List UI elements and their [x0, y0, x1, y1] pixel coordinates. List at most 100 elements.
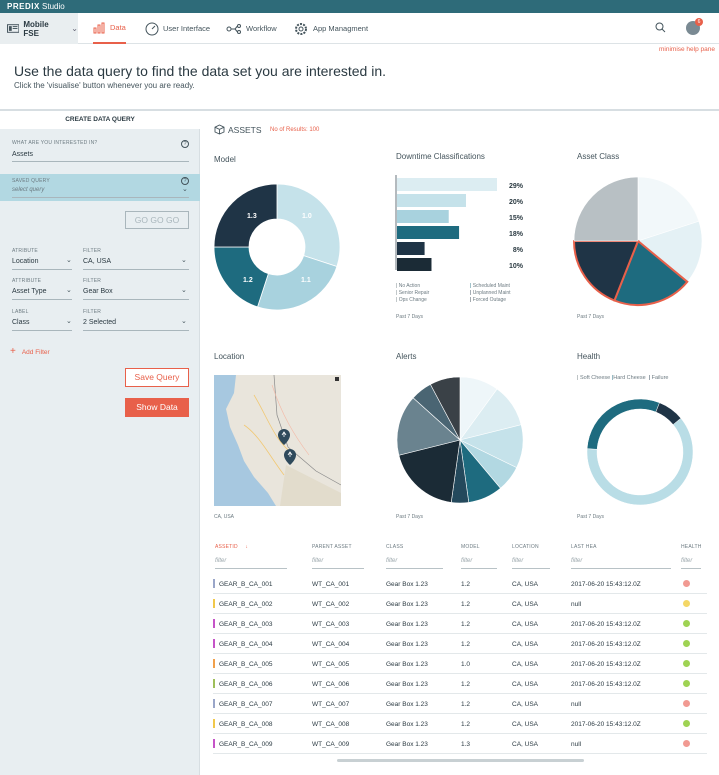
tab-user-interface[interactable]: User Interface	[145, 13, 210, 44]
column-header-location[interactable]: LOCATION	[512, 544, 539, 550]
legend-item: | Senior Repair	[396, 290, 430, 296]
minimise-help-link[interactable]: minimise help pane	[658, 46, 715, 53]
pie-slice[interactable]	[396, 397, 461, 456]
table-row[interactable]: GEAR_B_CA_008 WT_CA_008 Gear Box 1.23 1.2 CA…	[213, 714, 707, 734]
show-data-button[interactable]: Show Data	[125, 398, 189, 417]
search-icon[interactable]	[655, 22, 666, 33]
table-row[interactable]: GEAR_B_CA_005 WT_CA_005 Gear Box 1.23 1.0 CA…	[213, 654, 707, 674]
table-row[interactable]: GEAR_B_CA_004 WT_CA_004 Gear Box 1.23 1.2 CA…	[213, 634, 707, 654]
filter-input-health[interactable]: filter	[681, 558, 701, 569]
health-legend: | Soft Cheese |Hard Cheese | Failure	[577, 375, 668, 381]
column-header-last-health[interactable]: LAST HEA	[571, 544, 597, 550]
table-row[interactable]: GEAR_B_CA_009 WT_CA_009 Gear Box 1.23 1.3 CA…	[213, 734, 707, 754]
filter-input-parent[interactable]: filter	[312, 558, 364, 569]
pie-slice[interactable]	[586, 398, 660, 450]
pie-slice[interactable]	[276, 183, 341, 267]
filter-input-last-health[interactable]: filter	[571, 558, 671, 569]
tab-app-managment[interactable]: App Managment	[293, 13, 368, 44]
filter-input-location[interactable]: filter	[512, 558, 550, 569]
column-header-assetid[interactable]: ASSETID ↓	[215, 544, 249, 550]
table-row[interactable]: GEAR_B_CA_001 WT_CA_001 Gear Box 1.23 1.2 CA…	[213, 574, 707, 594]
location-cell: CA, USA	[512, 641, 539, 648]
pie-slice[interactable]	[637, 176, 700, 242]
help-icon[interactable]: ?	[181, 140, 189, 148]
device-selector[interactable]: Mobile FSE ⌄	[0, 13, 78, 44]
pie-slice[interactable]	[257, 255, 338, 311]
interest-field[interactable]: Assets	[12, 151, 34, 158]
column-header-class[interactable]: CLASS	[386, 544, 404, 550]
help-icon[interactable]: ?	[181, 177, 189, 185]
filter-select[interactable]: Gear Box	[83, 288, 113, 295]
row-color-marker	[213, 679, 215, 688]
column-header-model[interactable]: MODEL	[461, 544, 480, 550]
pie-slice[interactable]	[655, 402, 682, 425]
saved-query-select[interactable]: select query	[12, 187, 45, 193]
pie-slice[interactable]	[398, 439, 461, 503]
table-row[interactable]: GEAR_B_CA_002 WT_CA_002 Gear Box 1.23 1.2 CA…	[213, 594, 707, 614]
location-map[interactable]	[214, 375, 341, 506]
pie-slice[interactable]	[430, 376, 461, 441]
page-subline: Click the 'visualise' button whenever yo…	[14, 81, 195, 90]
downtime-bar[interactable]	[397, 178, 497, 191]
attribute-select[interactable]: Location	[12, 258, 39, 265]
pie-slice[interactable]	[637, 220, 703, 283]
filter-select[interactable]: 2 Selected	[83, 319, 117, 326]
pie-slice[interactable]	[213, 183, 278, 248]
horizontal-scrollbar[interactable]	[337, 759, 584, 762]
pie-slice[interactable]	[572, 240, 640, 302]
filter-input-assetid[interactable]: filter	[215, 558, 287, 569]
row-color-marker	[213, 599, 215, 608]
model-slice-label: 1.3	[247, 213, 257, 220]
location-cell: CA, USA	[512, 681, 539, 688]
column-header-parent-asset[interactable]: PARENT ASSET	[312, 544, 352, 550]
row-color-marker	[213, 739, 215, 748]
downtime-bar[interactable]	[397, 210, 449, 223]
health-status-dot	[683, 720, 690, 727]
map-pin-icon[interactable]	[278, 429, 290, 445]
avatar[interactable]: 6	[686, 18, 703, 35]
row-color-marker	[213, 619, 215, 628]
filter-select[interactable]: CA, USA	[83, 258, 112, 265]
pie-slice[interactable]	[586, 417, 694, 506]
map-desert	[280, 465, 341, 506]
column-header-health[interactable]: HEALTH	[681, 544, 702, 550]
attribute-select[interactable]: Asset Type	[12, 288, 47, 295]
health-caption: Past 7 Days	[577, 514, 604, 520]
tab-data[interactable]: Data	[93, 13, 126, 44]
filter-input-class[interactable]: filter	[386, 558, 443, 569]
class-cell: Gear Box 1.23	[386, 581, 428, 588]
downtime-bar[interactable]	[397, 242, 425, 255]
filter-input-model[interactable]: filter	[461, 558, 497, 569]
table-row[interactable]: GEAR_B_CA_006 WT_CA_006 Gear Box 1.23 1.2 CA…	[213, 674, 707, 694]
asset-id-cell: GEAR_B_CA_009	[219, 741, 273, 748]
map-fullscreen-icon[interactable]	[335, 377, 339, 381]
table-row[interactable]: GEAR_B_CA_007 WT_CA_007 Gear Box 1.23 1.2 CA…	[213, 694, 707, 714]
cube-icon	[214, 124, 225, 135]
table-row[interactable]: GEAR_B_CA_003 WT_CA_003 Gear Box 1.23 1.2 CA…	[213, 614, 707, 634]
location-cell: CA, USA	[512, 621, 539, 628]
go-button[interactable]: GO GO GO	[125, 211, 189, 229]
downtime-bar[interactable]	[397, 226, 460, 239]
health-status-dot	[683, 580, 690, 587]
chevron-down-icon: ⌄	[66, 318, 72, 325]
save-query-button[interactable]: Save Query	[125, 368, 189, 387]
alerts-chart-title: Alerts	[396, 352, 417, 361]
downtime-bar[interactable]	[397, 258, 432, 271]
query-sidebar: CREATE DATA QUERY WHAT ARE YOU INTERESTE…	[0, 111, 200, 775]
model-cell: 1.2	[461, 641, 471, 648]
interest-underline	[12, 161, 189, 162]
add-filter-button[interactable]: + Add Filter	[10, 346, 50, 357]
parent-asset-cell: WT_CA_002	[312, 601, 350, 608]
pie-slice[interactable]	[573, 176, 639, 242]
row-color-marker	[213, 699, 215, 708]
parent-asset-cell: WT_CA_004	[312, 641, 350, 648]
downtime-caption: Past 7 Days	[396, 314, 423, 320]
pie-slice[interactable]	[213, 246, 269, 308]
legend-item: | Unplanned Maint	[470, 290, 511, 296]
label-select[interactable]: Class	[12, 319, 30, 326]
map-pin-icon[interactable]	[284, 449, 296, 465]
class-cell: Gear Box 1.23	[386, 621, 428, 628]
parent-asset-cell: WT_CA_005	[312, 661, 350, 668]
downtime-bar[interactable]	[397, 194, 466, 207]
tab-workflow[interactable]: Workflow	[226, 13, 277, 44]
